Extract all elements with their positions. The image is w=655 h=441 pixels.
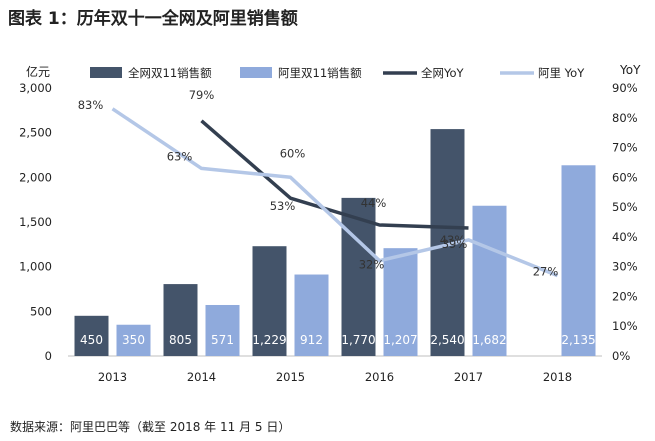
y-right-tick-label: 70%	[612, 141, 638, 155]
source-note: 数据来源：阿里巴巴等（截至 2018 年 11 月 5 日）	[10, 420, 291, 434]
y-left-tick-label: 2,000	[19, 170, 52, 184]
bar-value-label: 805	[169, 333, 192, 347]
y-right-tick-label: 10%	[612, 319, 638, 333]
bar-value-label: 912	[300, 333, 323, 347]
bar-ali	[205, 304, 240, 356]
x-tick-label: 2016	[365, 370, 394, 384]
bar-value-label: 571	[211, 333, 234, 347]
bar-ali	[383, 248, 418, 356]
bar-ali	[116, 324, 151, 356]
line-value-label: 83%	[78, 98, 104, 112]
y-right-unit: YoY	[619, 63, 641, 77]
bar-total	[252, 246, 287, 356]
bar-value-label: 450	[80, 333, 103, 347]
bar-value-label: 1,682	[472, 333, 506, 347]
legend-label: 阿里 YoY	[538, 66, 585, 80]
bar-total	[341, 197, 376, 356]
y-right-tick-label: 50%	[612, 200, 638, 214]
y-left-tick-label: 1,500	[19, 215, 52, 229]
x-tick-label: 2017	[454, 370, 483, 384]
line-value-label: 79%	[189, 88, 215, 102]
bar-value-label: 1,207	[383, 333, 417, 347]
bar-value-label: 1,770	[341, 333, 375, 347]
bar-value-label: 2,540	[430, 333, 464, 347]
y-left-tick-label: 500	[30, 304, 52, 318]
y-left-tick-label: 1,000	[19, 260, 52, 274]
bar-value-label: 350	[122, 333, 145, 347]
line-value-label: 32%	[359, 258, 385, 272]
y-left-tick-label: 3,000	[19, 81, 52, 95]
bar-value-label: 1,229	[252, 333, 286, 347]
y-right-tick-label: 40%	[612, 230, 638, 244]
y-left-unit: 亿元	[26, 64, 50, 79]
legend-label: 全网YoY	[421, 66, 465, 80]
line-value-label: 53%	[270, 199, 296, 213]
legend-swatch	[240, 67, 272, 78]
y-right-tick-label: 60%	[612, 170, 638, 184]
y-right-tick-label: 0%	[612, 349, 630, 363]
bar-ali	[472, 205, 507, 356]
x-tick-label: 2013	[98, 370, 127, 384]
legend-swatch	[90, 67, 122, 78]
line-value-label: 60%	[280, 146, 306, 160]
y-right-tick-label: 30%	[612, 260, 638, 274]
line-value-label: 27%	[533, 265, 559, 279]
y-right-tick-label: 20%	[612, 289, 638, 303]
line-value-label: 39%	[442, 237, 468, 251]
bar-total	[163, 284, 198, 356]
y-right-tick-label: 80%	[612, 111, 638, 125]
x-tick-label: 2018	[543, 370, 572, 384]
bar-ali	[561, 165, 596, 356]
total-yoy-line	[200, 119, 469, 230]
bar-ali	[294, 274, 329, 356]
y-right-tick-label: 90%	[612, 81, 638, 95]
figure-title: 图表 1：历年双十一全网及阿里销售额	[8, 9, 298, 29]
line-value-label: 44%	[361, 196, 387, 210]
line-value-label: 63%	[167, 149, 193, 163]
y-left-tick-label: 2,500	[19, 126, 52, 140]
x-tick-label: 2015	[276, 370, 305, 384]
bar-value-label: 2,135	[561, 333, 595, 347]
legend-label: 全网双11销售额	[128, 66, 212, 80]
ali-yoy-line	[111, 107, 559, 278]
bar-total	[74, 315, 109, 356]
legend-label: 阿里双11销售额	[278, 66, 362, 80]
y-left-tick-label: 0	[45, 349, 52, 363]
x-tick-label: 2014	[187, 370, 216, 384]
